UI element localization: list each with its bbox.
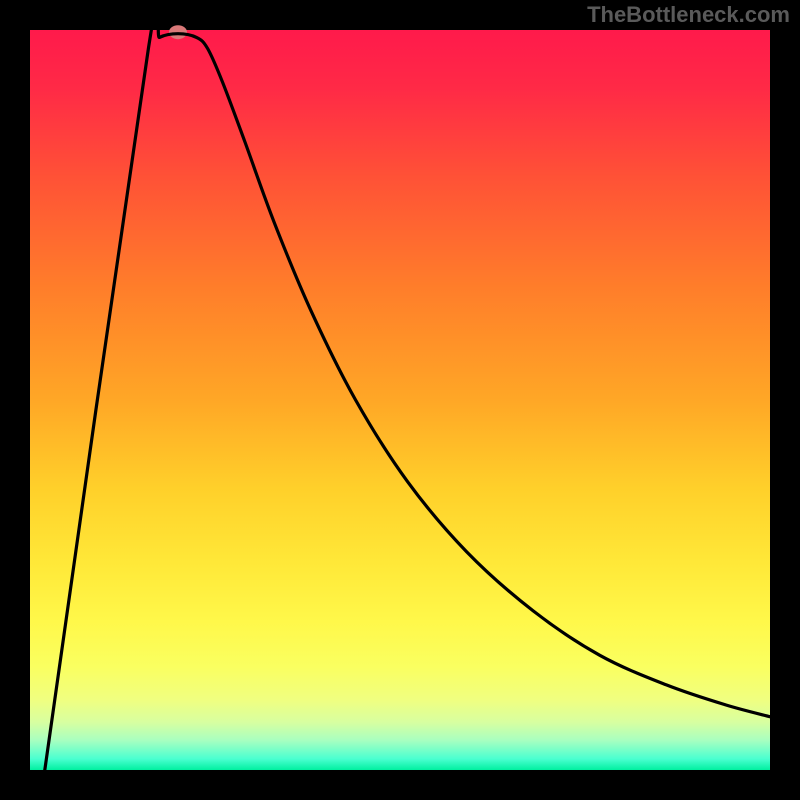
chart-frame: TheBottleneck.com — [0, 0, 800, 800]
watermark-text: TheBottleneck.com — [587, 2, 790, 28]
plot-background — [30, 30, 770, 770]
chart-svg — [0, 0, 800, 800]
